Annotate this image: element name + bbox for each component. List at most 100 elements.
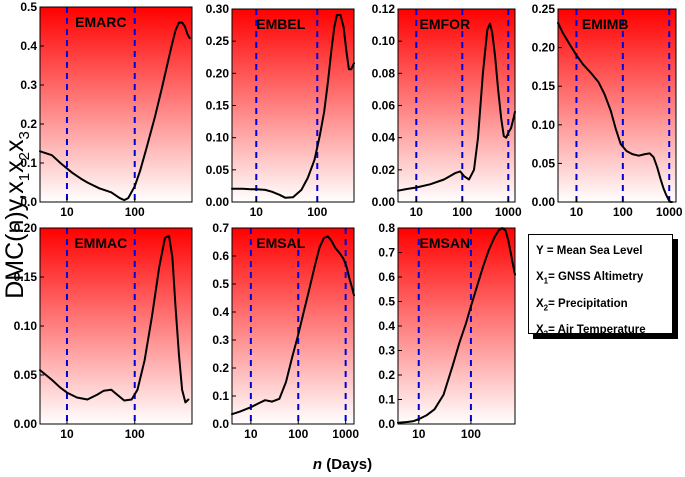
panel-emsal: 0.0 0.1 0.2 0.3 0.4 0.5 0.6 0.7 10 100 1000 EMSAL	[212, 221, 359, 441]
ytick-label-emsal: 0.7	[212, 221, 229, 235]
xtick-label-emsal: 10	[244, 427, 258, 441]
ytick-label-emimb: 0.10	[532, 118, 556, 132]
ytick-label-emmac: 0.00	[14, 417, 38, 431]
xtick-label-emimb: 100	[613, 205, 633, 219]
panel-title-emmac: EMMAC	[74, 235, 127, 251]
ytick-label-embel: 0.15	[206, 99, 230, 113]
panel-background-emsan	[398, 228, 515, 424]
xtick-label-emsan: 10	[412, 427, 426, 441]
xtick-label-emsal: 100	[288, 427, 308, 441]
ytick-label-embel: 0.20	[206, 66, 230, 80]
dmc-curve-emarc	[39, 21, 191, 202]
dmc-curve-emfor	[397, 22, 516, 192]
xtick-label-embel: 10	[250, 205, 264, 219]
ytick-label-emfor: 0.12	[372, 2, 396, 16]
ytick-label-emsal: 0.2	[212, 361, 229, 375]
xtick-label-emfor: 1000	[495, 205, 522, 219]
panel-title-embel: EMBEL	[256, 16, 305, 32]
ytick-label-embel: 0.25	[206, 34, 230, 48]
xtick-label-emimb: 10	[570, 205, 584, 219]
xtick-label-emmac: 10	[60, 427, 74, 441]
ytick-label-emsan: 0.1	[378, 393, 395, 407]
panel-title-emarc: EMARC	[75, 14, 126, 30]
dmc-curve-embel	[231, 14, 355, 199]
dmc-curve-emimb	[557, 21, 673, 203]
xtick-label-emarc: 100	[125, 205, 145, 219]
ytick-label-emmac: 0.05	[14, 368, 38, 382]
ytick-label-emsal: 0.1	[212, 389, 229, 403]
ytick-label-emimb: 0.05	[532, 156, 556, 170]
panel-background-emarc	[40, 7, 192, 202]
ytick-label-emsan: 0.4	[378, 319, 395, 333]
axes-frame-emimb	[557, 8, 677, 203]
panel-emmac: 0.00 0.05 0.10 0.15 0.20 10 100 EMMAC	[14, 221, 193, 441]
ytick-label-emfor: 0.02	[372, 163, 396, 177]
panel-background-emimb	[558, 9, 676, 202]
panel-background-embel	[232, 9, 354, 202]
panel-emfor: 0.00 0.02 0.04 0.06 0.08 0.10 0.12 10 100 1000 EMF…	[372, 2, 522, 219]
panel-background-emfor	[398, 9, 515, 202]
legend-box: Y = Mean Sea Level X1= GNSS Altimetry X2…	[528, 234, 673, 338]
ytick-label-emmac: 0.15	[14, 270, 38, 284]
panel-emimb: 0.00 0.05 0.10 0.15 0.20 0.25 10 100 1000 EMIMB	[532, 2, 683, 219]
xtick-label-emimb: 1000	[656, 205, 683, 219]
ytick-label-emarc: 0.1	[20, 156, 37, 170]
ytick-label-emarc: 0.5	[20, 0, 37, 14]
ytick-label-emsan: 0.7	[378, 246, 395, 260]
ytick-label-emsal: 0.3	[212, 333, 229, 347]
xtick-label-emarc: 10	[60, 205, 74, 219]
legend-item-precipitation: X2= Precipitation	[536, 297, 628, 312]
ytick-label-emsan: 0.5	[378, 295, 395, 309]
ytick-label-emsal: 0.4	[212, 305, 229, 319]
xtick-label-emsal: 1000	[332, 427, 359, 441]
axes-frame-emsal	[231, 227, 355, 425]
xtick-label-emmac: 100	[125, 427, 145, 441]
xtick-label-emfor: 10	[410, 205, 424, 219]
ytick-label-emsan: 0.6	[378, 270, 395, 284]
ytick-label-embel: 0.10	[206, 131, 230, 145]
panel-title-emfor: EMFOR	[420, 16, 471, 32]
ytick-label-embel: 0.30	[206, 2, 230, 16]
ytick-label-emsal: 0.5	[212, 277, 229, 291]
ytick-label-emsan: 0.2	[378, 368, 395, 382]
ytick-label-emimb: 0.25	[532, 2, 556, 16]
panel-emsan: 0.0 0.1 0.2 0.3 0.4 0.5 0.6 0.7 0.8 10 100 EMSAN	[378, 221, 516, 441]
panel-emarc: 0.0 0.1 0.2 0.3 0.4 0.5 10 100 EMARC	[20, 0, 193, 219]
ytick-label-emarc: 0.3	[20, 78, 37, 92]
ytick-label-emfor: 0.10	[372, 34, 396, 48]
dmc-curve-emmac	[39, 234, 190, 404]
ytick-label-emmac: 0.20	[14, 221, 38, 235]
ytick-label-emfor: 0.00	[372, 195, 396, 209]
panel-background-emsal	[232, 228, 354, 424]
panel-title-emsal: EMSAL	[256, 235, 305, 251]
ytick-label-emsan: 0.8	[378, 221, 395, 235]
panel-title-emsan: EMSAN	[420, 235, 471, 251]
ytick-label-emimb: 0.20	[532, 41, 556, 55]
dmc-curve-emsan	[397, 227, 516, 424]
xtick-label-emfor: 100	[452, 205, 472, 219]
ytick-label-emsal: 0.0	[212, 417, 229, 431]
ytick-label-emfor: 0.04	[372, 131, 396, 145]
ytick-label-emarc: 0.2	[20, 117, 37, 131]
ytick-label-emsal: 0.6	[212, 249, 229, 263]
ytick-label-emmac: 0.10	[14, 319, 38, 333]
ytick-label-emfor: 0.08	[372, 66, 396, 80]
ytick-label-emsan: 0.3	[378, 344, 395, 358]
xtick-label-emsan: 100	[461, 427, 481, 441]
dmc-curve-emsal	[231, 235, 355, 416]
legend-item-air-temperature: X3= Air Temperature	[536, 323, 646, 339]
ytick-label-emarc: 0.4	[20, 39, 37, 53]
panel-title-emimb: EMIMB	[582, 16, 629, 32]
ytick-label-emsan: 0.0	[378, 417, 395, 431]
x-axis-label: n (Days)	[312, 456, 373, 473]
ytick-label-emarc: 0.0	[20, 195, 37, 209]
ytick-label-embel: 0.00	[206, 195, 230, 209]
xtick-label-embel: 100	[307, 205, 327, 219]
ytick-label-embel: 0.05	[206, 163, 230, 177]
legend-item-gnss-altimetry: X1= GNSS Altimetry	[536, 271, 644, 286]
panel-embel: 0.00 0.05 0.10 0.15 0.20 0.25 0.30 10 100 EMBEL	[206, 2, 355, 219]
ytick-label-emimb: 0.15	[532, 79, 556, 93]
axes-frame-emarc	[39, 6, 193, 203]
ytick-label-emfor: 0.06	[372, 99, 396, 113]
